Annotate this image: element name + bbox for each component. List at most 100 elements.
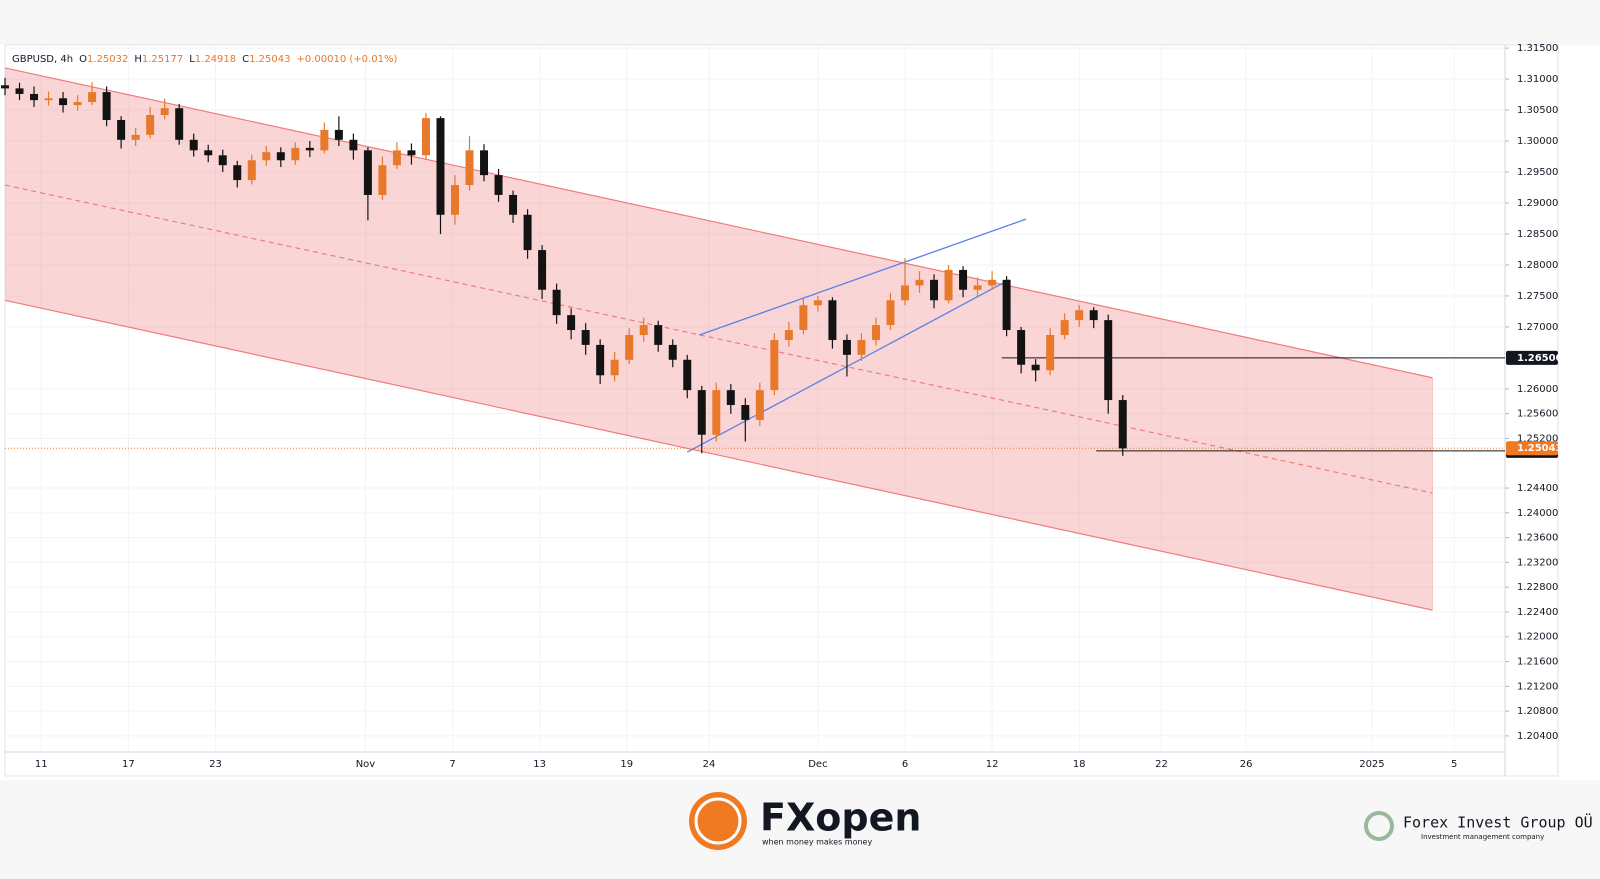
y-tick-label: 1.23200	[1517, 557, 1558, 568]
candle-body	[378, 165, 387, 195]
y-tick-label: 1.31500	[1517, 43, 1558, 54]
candle-body	[131, 134, 140, 140]
candle-body	[1089, 310, 1098, 321]
fx-logo: FXopen when money makes money Forex Inve…	[689, 792, 1593, 850]
candle-body	[30, 93, 39, 101]
y-tick-label: 1.21200	[1517, 681, 1558, 692]
candle-body	[305, 147, 314, 151]
brand: FXopen	[760, 796, 921, 840]
candle-body	[726, 390, 735, 406]
candle-body	[1118, 400, 1127, 449]
candle-body	[233, 165, 242, 181]
last-tag	[1506, 441, 1558, 456]
candle-body	[436, 118, 445, 215]
candle-body	[770, 339, 779, 391]
candle-body	[465, 150, 474, 186]
candle-body	[480, 150, 489, 176]
y-tick-label: 1.24000	[1517, 508, 1558, 519]
candle-body	[146, 115, 155, 135]
channel-upper	[4, 67, 1433, 379]
candle-body	[276, 152, 285, 161]
candle-body	[697, 390, 706, 435]
top-band	[0, 0, 1600, 45]
candle-body	[1002, 279, 1011, 331]
c-label: C	[242, 54, 249, 65]
candle-body	[320, 129, 329, 151]
y-tick-label: 1.30000	[1517, 136, 1558, 147]
candle-body	[349, 139, 358, 151]
candle-body	[160, 108, 169, 116]
candle-body	[610, 359, 619, 376]
candle-body	[88, 92, 97, 103]
x-tick-label: 6	[902, 759, 908, 770]
candle-body	[523, 214, 532, 251]
candle-body	[886, 300, 895, 326]
l-label: L	[189, 54, 195, 65]
candle-body	[973, 285, 982, 290]
candle-body	[1104, 320, 1113, 401]
y-tick-label: 1.20400	[1517, 731, 1558, 742]
level-label: 1.26500	[1517, 353, 1563, 364]
candle-body	[668, 344, 677, 360]
candle-body	[799, 305, 808, 331]
candle-body	[581, 330, 590, 345]
candle-body	[842, 339, 851, 355]
candle-body	[567, 315, 576, 331]
bottom-band	[0, 780, 1600, 879]
candle-body	[755, 390, 764, 420]
candle-body	[247, 160, 256, 181]
candle-body	[552, 289, 561, 316]
candle-body	[871, 325, 880, 340]
channel-lower	[4, 299, 1433, 611]
candle-body	[262, 152, 271, 161]
y-tick-label: 1.29000	[1517, 198, 1558, 209]
y-tick-label: 1.31000	[1517, 74, 1558, 85]
candle-body	[59, 98, 68, 106]
logo-circle	[689, 792, 747, 850]
company: Forex Invest Group OÜ	[1403, 813, 1593, 832]
x-tick-label: 13	[533, 759, 546, 770]
x-tick-label: 5	[1451, 759, 1457, 770]
candle-body	[334, 129, 343, 140]
y-tick-label: 1.27500	[1517, 291, 1558, 302]
x-tick-label: Nov	[356, 759, 376, 770]
candle-body	[857, 339, 866, 355]
candle-body	[44, 98, 53, 101]
candle-body	[509, 194, 518, 215]
company-icon	[1364, 811, 1394, 841]
candle-body	[1046, 334, 1055, 371]
trendline	[699, 218, 1027, 336]
candle-body	[117, 119, 126, 140]
candle-body	[683, 359, 692, 391]
candle-body	[741, 405, 750, 420]
h-value: 1.25177	[142, 54, 183, 65]
x-tick-label: 12	[986, 759, 999, 770]
change: +0.00010 (+0.01%)	[296, 54, 397, 65]
x-tick-label: 17	[122, 759, 135, 770]
y-tick-label: 1.20800	[1517, 706, 1558, 717]
y-tick-label: 1.21600	[1517, 657, 1558, 668]
h-label: H	[134, 54, 142, 65]
candle-body	[959, 269, 968, 290]
candle-body	[407, 150, 416, 156]
candle-body	[73, 102, 82, 106]
candle-body	[291, 147, 300, 161]
candle-body	[901, 285, 909, 301]
y-tick-label: 1.27000	[1517, 322, 1558, 333]
y-tick-label: 1.22400	[1517, 607, 1558, 618]
y-tick-label: 1.30500	[1517, 105, 1558, 116]
x-tick-label: 18	[1073, 759, 1086, 770]
x-tick-label: 2025	[1359, 759, 1384, 770]
candle-body	[1060, 320, 1069, 335]
candle-body	[988, 279, 997, 286]
y-tick-label: 1.26000	[1517, 384, 1558, 395]
candle-body	[944, 269, 953, 301]
x-tick-label: 24	[703, 759, 716, 770]
x-tick-label: 26	[1240, 759, 1253, 770]
x-tick-label: Dec	[808, 759, 827, 770]
o-value: 1.25032	[87, 54, 128, 65]
candle-body	[654, 325, 663, 345]
y-tick-label: 1.25600	[1517, 409, 1558, 420]
